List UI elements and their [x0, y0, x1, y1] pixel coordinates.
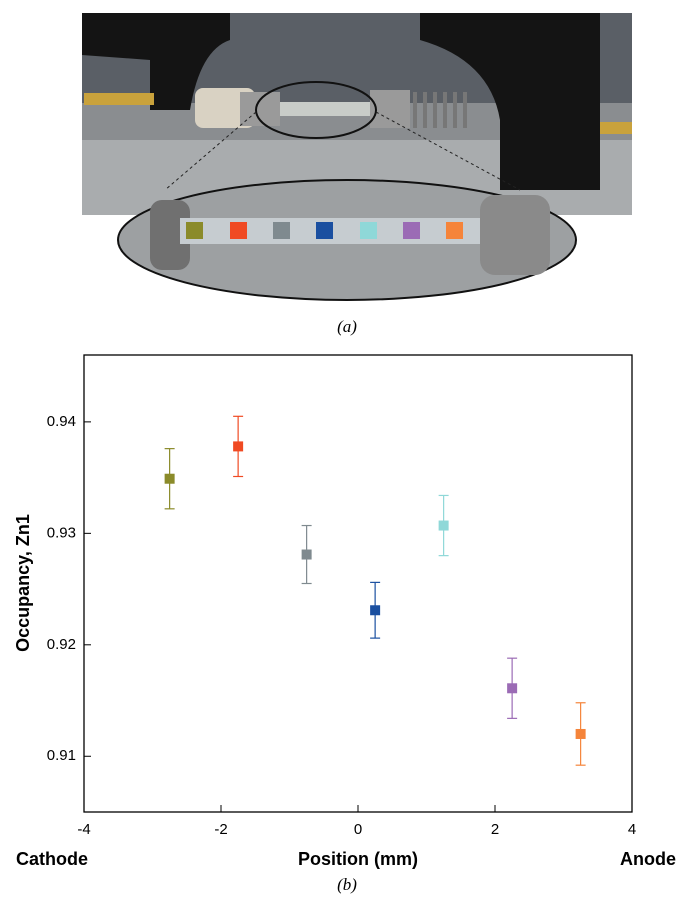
annotation: Cathode	[16, 849, 88, 869]
x-axis-label: Position (mm)	[298, 849, 418, 869]
y-tick-label: 0.92	[47, 636, 76, 653]
x-tick-label: 4	[628, 821, 636, 838]
y-tick-label: 0.91	[47, 747, 76, 764]
photo	[82, 13, 632, 301]
x-tick-label: -4	[77, 821, 90, 838]
point	[233, 441, 244, 452]
point	[301, 549, 312, 560]
annotation: Anode	[620, 849, 676, 869]
x-tick-label: -2	[214, 821, 227, 838]
point	[164, 473, 175, 484]
point	[370, 605, 381, 616]
plot-frame	[83, 354, 633, 813]
point	[438, 520, 449, 531]
point	[507, 683, 518, 694]
y-tick-label: 0.94	[47, 413, 76, 430]
point	[575, 728, 586, 739]
panel-label: (b)	[337, 875, 357, 894]
y-tick-label: 0.93	[47, 524, 76, 541]
x-tick-label: 2	[491, 821, 499, 838]
panel-label: (a)	[337, 317, 357, 336]
y-axis-label: Occupancy, Zn1	[13, 514, 33, 652]
x-tick-label: 0	[354, 821, 362, 838]
